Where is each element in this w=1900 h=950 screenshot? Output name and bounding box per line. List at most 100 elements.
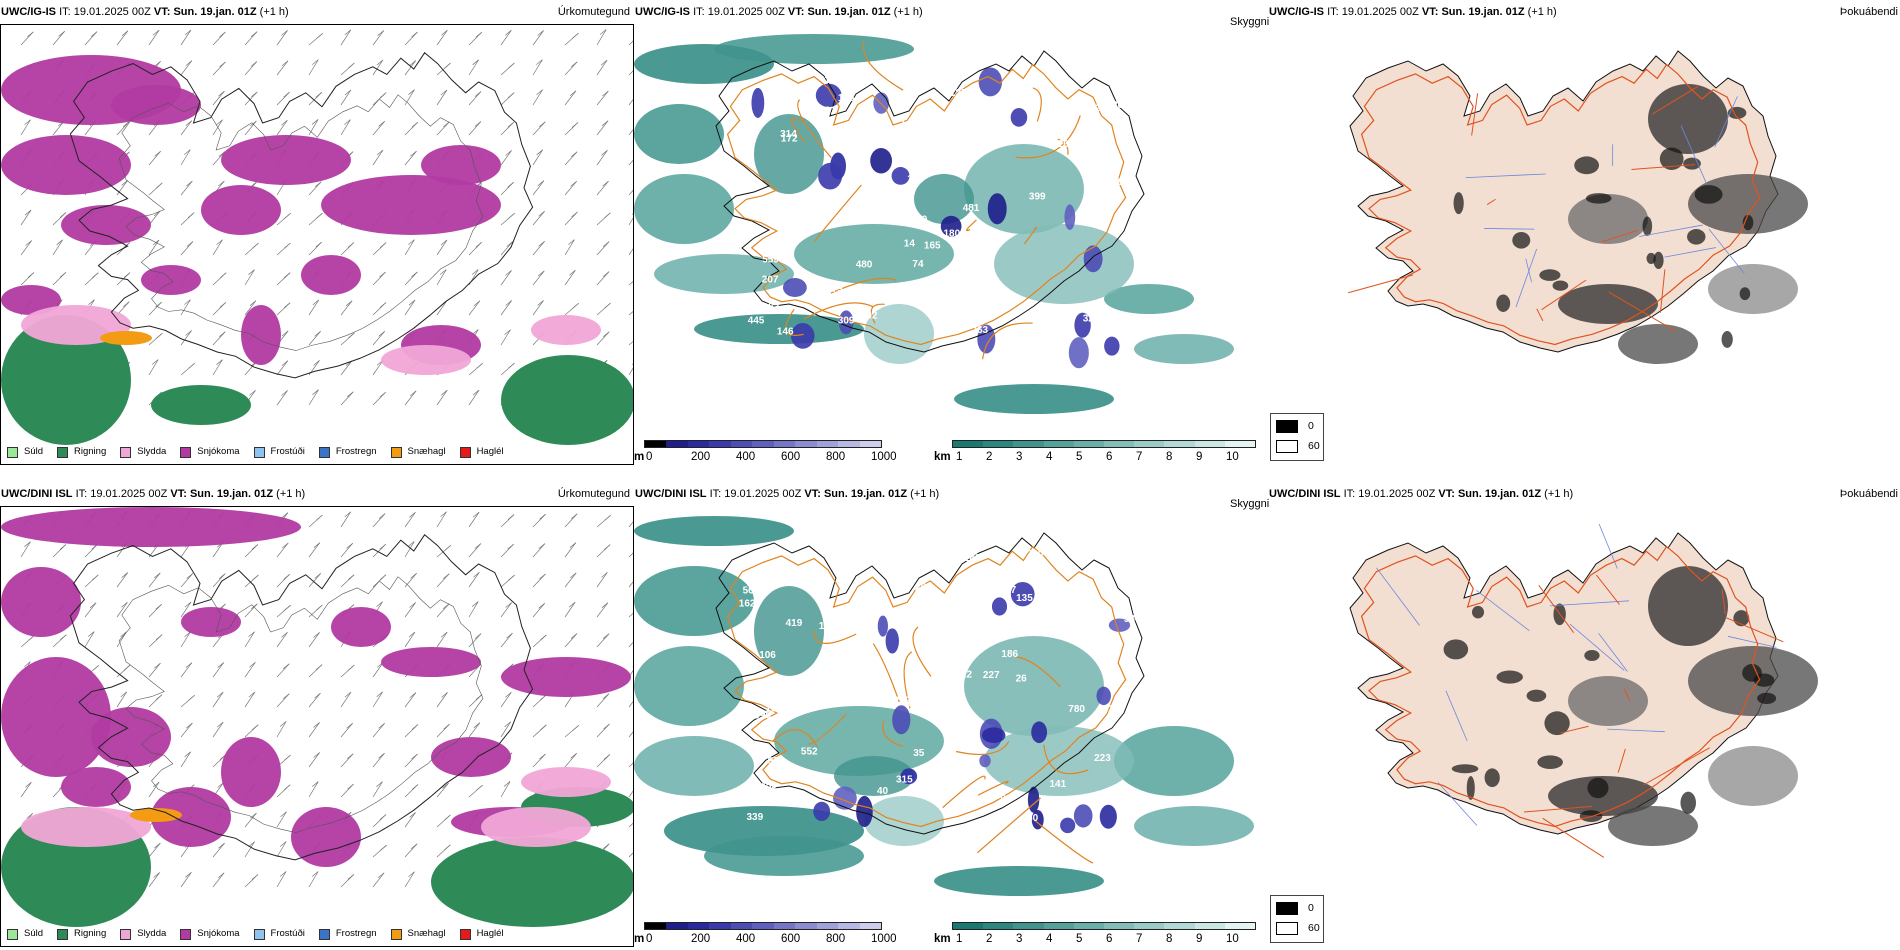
wind-barb xyxy=(599,29,607,35)
wind-barb xyxy=(219,272,227,279)
wind-barb xyxy=(148,842,161,858)
visibility-value-label: 607 xyxy=(866,207,883,218)
legend-swatch xyxy=(318,446,330,458)
fog-indicator-area xyxy=(1642,216,1653,236)
legend-swatch xyxy=(180,928,192,940)
wind-barb xyxy=(344,511,351,518)
visibility-value-label: 393 xyxy=(1039,621,1056,632)
legend-swatch xyxy=(253,446,265,458)
wind-barb xyxy=(348,332,355,339)
low-visibility-area xyxy=(634,646,744,726)
visibility-value-label: 20 xyxy=(1112,100,1124,111)
wind-barb xyxy=(116,121,130,136)
wind-barb xyxy=(602,180,609,187)
low-visibility-area xyxy=(964,636,1104,736)
lead-time: (+1 h) xyxy=(910,488,940,500)
wind-barb xyxy=(155,694,163,700)
precip-legend-item: Snjókoma xyxy=(180,443,240,461)
legend-label: Rigning xyxy=(74,446,107,457)
wind-barb xyxy=(444,545,451,551)
fog-indicator-area xyxy=(1608,806,1698,846)
wind-barb xyxy=(569,269,576,276)
fog-indicator-area xyxy=(1496,670,1523,684)
height-tick-label: 600 xyxy=(781,451,801,463)
road xyxy=(955,741,1010,755)
road xyxy=(1538,584,1575,633)
wind-barb xyxy=(372,121,385,136)
cloud-base-area xyxy=(1096,686,1111,706)
valid-time-prefix: VT: xyxy=(170,488,187,500)
visibility-value-label: 263 xyxy=(971,325,988,336)
precip-legend-item: Snjókoma xyxy=(180,925,240,943)
wind-barb xyxy=(308,119,319,136)
legend-swatch xyxy=(390,928,402,940)
visibility-value-label: 135 xyxy=(1016,593,1033,604)
visibility-value-label: 290 xyxy=(894,695,911,706)
visibility-value-label: 299 xyxy=(962,115,979,126)
wind-barb xyxy=(602,843,610,850)
wind-barb xyxy=(568,239,575,245)
precip-legend-item: Frostregn xyxy=(318,925,377,943)
wind-barb xyxy=(312,59,319,65)
wind-barb xyxy=(569,572,577,579)
wind-barb xyxy=(283,302,291,308)
wind-barb xyxy=(474,633,482,639)
visibility-value-label: 16 xyxy=(765,704,777,715)
low-visibility-area xyxy=(634,566,754,636)
wind-barb xyxy=(52,120,65,136)
wind-barb xyxy=(282,542,289,549)
fog-indicator-area xyxy=(1537,755,1563,770)
wind-barb xyxy=(186,241,194,247)
snow-area xyxy=(221,135,351,185)
rain-area xyxy=(431,837,633,927)
legend-label: Súld xyxy=(24,928,44,939)
wind-barb xyxy=(404,390,417,406)
fog-indicator-area xyxy=(1584,649,1600,662)
wind-barb xyxy=(188,694,195,701)
visibility-tick-label: 1 xyxy=(956,451,963,463)
wind-barb xyxy=(569,542,577,548)
wind-barb xyxy=(539,513,546,520)
colorbar-segment xyxy=(859,441,881,447)
wind-barb xyxy=(151,359,159,365)
wind-barb xyxy=(411,724,419,730)
colorbar-segment xyxy=(687,441,710,447)
wind-barb xyxy=(212,842,225,858)
model-name: UWC/IG-IS xyxy=(1,6,56,18)
wind-barb xyxy=(596,633,610,648)
legend-swatch xyxy=(318,928,330,940)
wind-barb xyxy=(436,511,447,528)
visibility-map-canvas: 221 137 360 234 207 172 481 309 480 224 216 198 314 2… xyxy=(634,34,1234,414)
visibility-value-label: 323 xyxy=(1001,628,1018,639)
wind-barb xyxy=(180,751,191,768)
wind-barb xyxy=(25,781,32,788)
road xyxy=(870,303,885,324)
wind-barb xyxy=(89,602,97,609)
road xyxy=(1542,817,1605,858)
colorbar-segment xyxy=(709,441,731,447)
wind-barb xyxy=(601,602,609,608)
wind-barb xyxy=(596,59,608,76)
cloud-base-area xyxy=(892,705,911,735)
panel-header: UWC/IG-IS IT: 19.01.2025 00Z VT: Sun. 19… xyxy=(0,0,634,24)
fog-indicator-area xyxy=(1653,251,1664,270)
valid-time: Sun. 19.jan. 01Z xyxy=(189,488,274,500)
river xyxy=(1376,567,1420,626)
low-visibility-area xyxy=(1134,806,1254,846)
wind-barb xyxy=(250,120,257,127)
snow-area xyxy=(201,185,281,235)
wind-barb xyxy=(628,367,633,376)
wind-barb xyxy=(244,91,258,106)
wind-barb xyxy=(313,360,320,366)
visibility-panel: UWC/DINI ISL IT: 19.01.2025 00Z VT: Sun.… xyxy=(634,482,1268,947)
wind-barb xyxy=(372,331,385,346)
wind-barb xyxy=(408,871,415,877)
visibility-tick-label: 8 xyxy=(1166,451,1173,463)
low-visibility-area xyxy=(634,736,754,796)
wind-barb xyxy=(404,812,416,828)
wind-barb xyxy=(124,664,131,671)
wind-barb xyxy=(244,603,258,618)
wind-barb xyxy=(180,299,191,316)
wind-barb xyxy=(180,872,192,888)
visibility-value-label: 371 xyxy=(955,276,972,287)
